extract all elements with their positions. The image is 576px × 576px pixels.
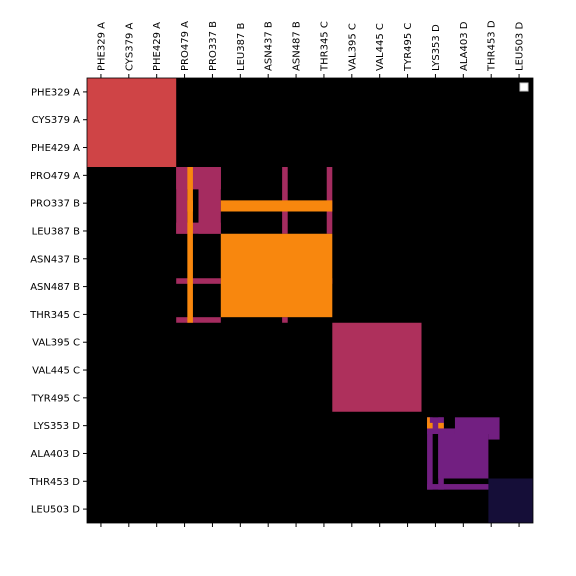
y-tick-label: PHE429 A — [31, 143, 80, 154]
x-tick-label: LEU503 D — [515, 22, 526, 71]
heatmap-cell-block — [488, 434, 499, 440]
y-tick-label: LYS353 D — [33, 421, 80, 432]
x-tick-label: VAL445 C — [375, 23, 386, 71]
y-tick-label: LEU503 D — [31, 505, 80, 516]
heatmap-cell-block — [187, 167, 193, 323]
x-tick-label: PRO337 B — [208, 21, 219, 71]
y-tick-label: PRO337 B — [30, 199, 80, 210]
heatmap-cell-block — [282, 317, 288, 323]
x-tick-label: PRO479 A — [180, 21, 191, 71]
heatmap-cell-block — [438, 428, 488, 478]
x-tick-label: PHE329 A — [96, 22, 107, 71]
x-tick-label: LEU387 B — [236, 23, 247, 71]
y-tick-label: VAL445 C — [32, 366, 80, 377]
y-tick-label: THR453 D — [28, 477, 80, 488]
heatmap-cell-block — [87, 78, 176, 167]
x-tick-label: TYR495 C — [403, 23, 414, 72]
y-tick-label: ASN487 B — [30, 282, 80, 293]
y-tick-label: THR345 C — [29, 310, 80, 321]
x-tick-label: CYS379 A — [124, 22, 135, 71]
x-tick-label: ASN437 B — [264, 21, 275, 71]
heatmap-cell-block — [488, 479, 533, 524]
heatmap-cell-block — [221, 234, 332, 317]
heatmap-cell-block — [221, 200, 332, 211]
x-tick-label: PHE429 A — [152, 22, 163, 71]
heatmap-cell-block — [332, 323, 421, 412]
x-tick-label: ALA403 D — [459, 21, 470, 71]
x-tick-label: THR453 D — [487, 20, 498, 72]
y-tick-label: ASN437 B — [30, 254, 80, 265]
heatmap-cell-block — [438, 423, 444, 429]
y-axis: PHE329 A CYS379 A PHE429 A PRO479 A PRO337 B… — [28, 87, 87, 515]
y-tick-label: CYS379 A — [32, 115, 81, 126]
x-tick-label: VAL395 C — [347, 23, 358, 71]
y-tick-label: PHE329 A — [31, 87, 80, 98]
heatmap-cell-block — [427, 417, 430, 428]
x-tick-label: THR345 C — [319, 21, 330, 72]
legend — [520, 83, 528, 91]
heatmap-cell-block — [176, 317, 221, 323]
heatmap-cell-block — [176, 223, 221, 234]
plot-area — [87, 78, 533, 523]
x-tick-label: ASN487 B — [292, 21, 303, 71]
x-tick-label: LYS353 D — [431, 24, 442, 71]
y-tick-label: PRO479 A — [30, 171, 80, 182]
heatmap-cell-block — [187, 200, 193, 211]
heatmap-cell-block — [455, 417, 500, 434]
y-tick-label: TYR495 C — [31, 393, 80, 404]
y-tick-label: ALA403 D — [31, 449, 81, 460]
heatmap-cell-block — [176, 278, 221, 284]
y-tick-label: LEU387 B — [32, 226, 80, 237]
y-tick-label: VAL395 C — [32, 338, 80, 349]
